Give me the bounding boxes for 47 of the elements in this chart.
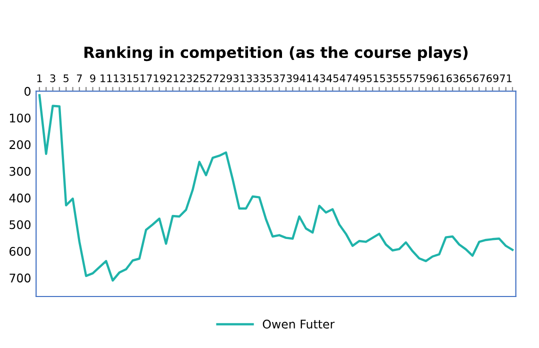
x-tick-label: 45: [326, 74, 338, 82]
x-tick-label: 51: [366, 74, 378, 82]
x-tick-label: 67: [473, 74, 485, 82]
x-tick-label: 37: [273, 74, 286, 82]
x-tick-label: 61: [433, 74, 445, 82]
x-tick-label: 31: [233, 74, 245, 82]
x-tick-label: 27: [206, 74, 218, 82]
x-tick-label: 23: [180, 74, 192, 82]
x-tick-label: 29: [220, 74, 232, 82]
x-tick-label: 59: [420, 74, 432, 82]
y-tick-label: 100: [10, 114, 30, 122]
x-tick-label: 43: [313, 74, 326, 82]
y-tick-label: 600: [10, 246, 30, 256]
x-tick-label: 55: [393, 74, 405, 82]
x-tick-label: 33: [246, 74, 258, 82]
x-tick-label: 71: [500, 74, 512, 82]
x-tick-label: 1: [37, 74, 42, 82]
y-tick-label: 300: [10, 166, 30, 176]
y-tick-label: 700: [10, 274, 30, 282]
x-tick-label: 19: [154, 74, 166, 82]
x-tick-label: 35: [260, 74, 272, 82]
y-tick-label: 0: [24, 86, 30, 96]
y-tick-label: 500: [10, 220, 30, 230]
x-tick-label: 5: [64, 74, 68, 82]
legend-label: Owen Futter: [262, 320, 335, 329]
x-tick-label: 63: [446, 74, 458, 82]
x-tick-label: 21: [166, 74, 178, 82]
y-tick-label: 400: [9, 194, 30, 202]
x-tick-label: 47: [340, 74, 352, 82]
x-tick-label: 7: [76, 74, 82, 82]
x-tick-label: 25: [193, 74, 206, 82]
x-tick-label: 53: [380, 74, 392, 82]
y-tick-label: 200: [10, 140, 30, 150]
line-series: [38, 94, 514, 282]
x-tick-label: 39: [286, 74, 299, 82]
x-tick-label: 13: [114, 74, 126, 82]
x-tick-label: 69: [486, 74, 498, 82]
x-tick-label: 17: [140, 74, 152, 82]
x-tick-label: 3: [50, 74, 56, 82]
x-tick-label: 49: [353, 74, 366, 82]
x-tick-label: 65: [460, 74, 472, 82]
x-tick-label: 9: [90, 74, 96, 82]
x-tick-label: 57: [406, 74, 418, 82]
x-tick-label: 41: [300, 74, 312, 82]
chart-title: Ranking in competition (as the course plays): [84, 46, 468, 62]
x-tick-label: 15: [127, 74, 138, 82]
x-tick-label: 11: [100, 74, 112, 82]
